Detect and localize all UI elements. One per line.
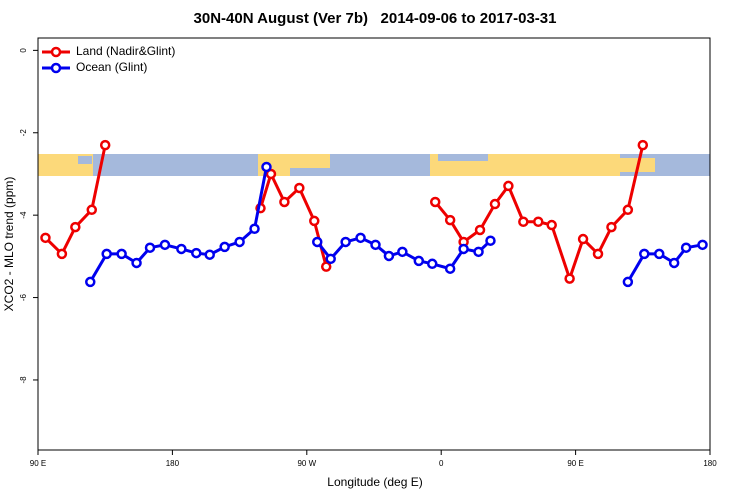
point (85, 276, 96, 288)
point (444, 214, 456, 226)
legend-label: Ocean (Glint) (76, 60, 147, 74)
point (564, 273, 575, 284)
y-tick-label: -2 (19, 129, 28, 137)
point (653, 248, 665, 260)
point (70, 221, 81, 233)
y-axis-label: XCO2 - MLO trend (ppm) (2, 177, 16, 312)
point (413, 255, 425, 267)
point (637, 139, 649, 151)
map-strip (38, 154, 710, 176)
point (533, 216, 544, 228)
point (668, 257, 680, 269)
point (191, 247, 202, 259)
point (249, 223, 260, 235)
x-tick-label: 180 (703, 459, 717, 468)
x-tick-label: 180 (166, 459, 180, 468)
point (219, 241, 230, 253)
point (312, 236, 323, 248)
point (680, 242, 692, 253)
point (261, 161, 272, 173)
point (340, 236, 351, 248)
x-tick-label: 0 (439, 459, 444, 468)
point (489, 198, 501, 210)
point (279, 196, 290, 208)
point (474, 224, 486, 236)
point (606, 221, 617, 233)
y-tick-label: -8 (19, 376, 28, 384)
point (56, 248, 68, 260)
point (503, 180, 514, 192)
y-tick-label: -4 (19, 211, 28, 219)
point (99, 139, 111, 151)
point (320, 261, 332, 272)
point (265, 168, 277, 180)
point (518, 216, 529, 228)
point (131, 257, 142, 269)
point (116, 248, 127, 260)
point (546, 219, 557, 231)
chart-title: 30N-40N August (Ver 7b) 2014-09-06 to 20… (194, 10, 557, 27)
y-tick-label: -6 (19, 293, 28, 301)
point (325, 253, 336, 265)
point (86, 204, 98, 216)
legend-marker (50, 46, 62, 58)
point (144, 242, 156, 253)
point (444, 263, 456, 274)
plot-frame (37, 37, 711, 451)
point (485, 235, 496, 246)
point (639, 248, 650, 260)
point (159, 239, 171, 251)
x-tick-label: 90 W (297, 459, 316, 468)
point (458, 243, 469, 255)
point (294, 182, 305, 194)
point (622, 276, 634, 288)
x-tick-label: 90 E (567, 459, 583, 468)
point (204, 249, 215, 260)
point (697, 239, 708, 251)
y-tick-label: 0 (19, 48, 28, 53)
legend-marker (50, 62, 62, 74)
point (622, 204, 634, 216)
point (426, 258, 438, 270)
point (234, 236, 245, 248)
point (309, 215, 320, 227)
x-tick-label: 90 E (30, 459, 46, 468)
point (592, 248, 604, 260)
point (577, 233, 589, 245)
x-axis-label: Longitude (deg E) (327, 475, 422, 489)
point (429, 196, 441, 208)
point (101, 248, 112, 260)
point (397, 246, 408, 258)
legend-label: Land (Nadir&Glint) (76, 44, 175, 58)
point (40, 232, 51, 244)
point (473, 246, 484, 258)
point (355, 232, 366, 244)
point (370, 239, 381, 251)
point (383, 250, 395, 262)
point (176, 243, 187, 255)
